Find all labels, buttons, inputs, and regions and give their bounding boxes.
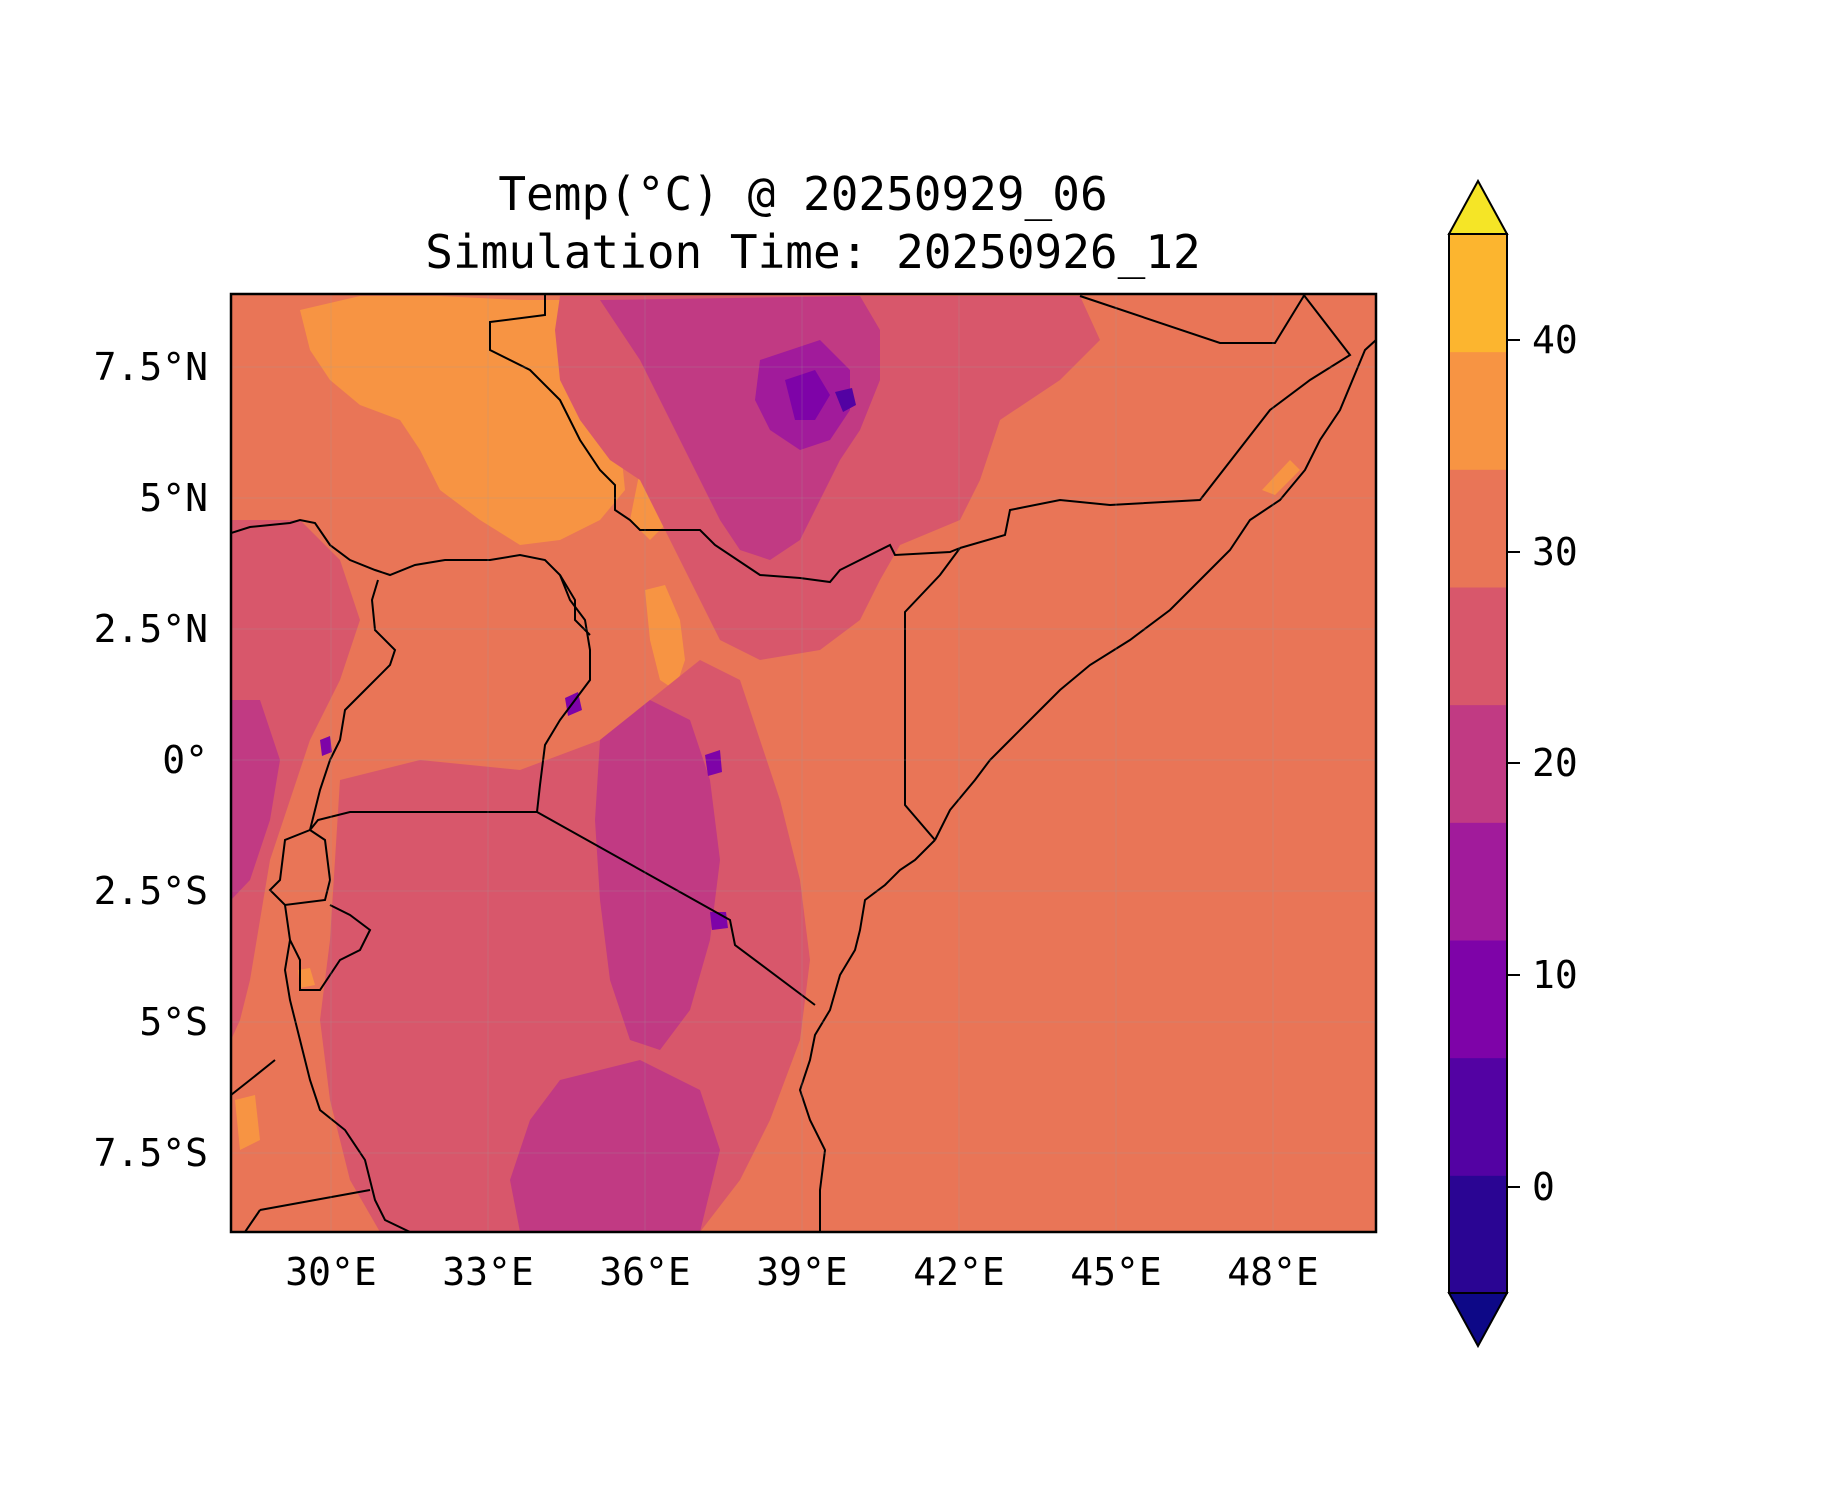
colorbar-segment <box>1449 1175 1507 1294</box>
contour-hot-somalia <box>1262 460 1300 495</box>
temperature-contours <box>231 296 1300 1232</box>
x-tick-label: 48°E <box>1227 1250 1319 1294</box>
colorbar-extend-bottom <box>1447 1292 1509 1349</box>
colorbar-segment <box>1449 704 1507 823</box>
contour-hot-lake <box>298 968 315 988</box>
colorbar-segment <box>1449 234 1507 353</box>
y-tick-label: 2.5°S <box>94 869 208 913</box>
x-tick-label: 30°E <box>285 1250 377 1294</box>
contour-uganda-15 <box>231 700 280 900</box>
contour-tanz-15 <box>510 1060 720 1232</box>
colorbar-segment <box>1449 822 1507 941</box>
map-panel <box>229 292 1378 1234</box>
y-axis-ticks: 7.5°N 5°N 2.5°N 0° 2.5°S 5°S 7.5°S <box>94 345 208 1175</box>
contour-lake-5 <box>320 736 332 756</box>
country-borders <box>231 294 1376 1232</box>
contour-hot-sudan <box>300 296 625 545</box>
colorbar-tick-label: 30 <box>1532 530 1578 574</box>
contour-uganda-5 <box>565 692 582 716</box>
contour-uganda-20 <box>231 520 360 1040</box>
y-tick-label: 2.5°N <box>94 607 208 651</box>
gridlines <box>231 294 1376 1232</box>
colorbar-extend-top <box>1447 178 1509 235</box>
contour-rift-5a <box>705 750 722 776</box>
colorbar-segment <box>1449 940 1507 1059</box>
colorbar-segment <box>1449 469 1507 588</box>
x-axis-ticks: 30°E 33°E 36°E 39°E 42°E 45°E 48°E <box>285 1250 1319 1294</box>
contour-ethiopia-5 <box>785 370 830 420</box>
colorbar-segment <box>1449 1057 1507 1176</box>
colorbar-tick-label: 20 <box>1532 741 1578 785</box>
chart-title-line1: Temp(°C) @ 20250929_06 <box>498 167 1107 221</box>
contour-rift-15 <box>595 700 720 1050</box>
x-tick-label: 33°E <box>442 1250 534 1294</box>
colorbar-tick-label: 40 <box>1532 318 1578 362</box>
contour-hot-tanz <box>235 1095 260 1150</box>
x-tick-label: 36°E <box>599 1250 691 1294</box>
chart-title-line2: Simulation Time: 20250926_12 <box>425 225 1200 279</box>
contour-hot-turkana <box>645 585 685 690</box>
colorbar-segments <box>1449 234 1507 1294</box>
x-tick-label: 45°E <box>1070 1250 1162 1294</box>
colorbar: 40 30 20 10 0 <box>1447 178 1578 1349</box>
colorbar-tick-label: 10 <box>1532 953 1578 997</box>
colorbar-segment <box>1449 351 1507 470</box>
y-tick-label: 7.5°N <box>94 345 208 389</box>
map-frame <box>229 292 1378 1234</box>
y-tick-label: 7.5°S <box>94 1131 208 1175</box>
x-tick-label: 39°E <box>756 1250 848 1294</box>
contour-ethiopia-0 <box>835 388 856 412</box>
colorbar-ticks <box>1507 339 1520 1188</box>
y-tick-label: 0° <box>162 738 208 782</box>
y-tick-label: 5°S <box>139 1000 208 1044</box>
x-tick-label: 42°E <box>913 1250 1005 1294</box>
y-tick-label: 5°N <box>139 476 208 520</box>
colorbar-tick-label: 0 <box>1532 1165 1555 1209</box>
colorbar-segment <box>1449 587 1507 706</box>
